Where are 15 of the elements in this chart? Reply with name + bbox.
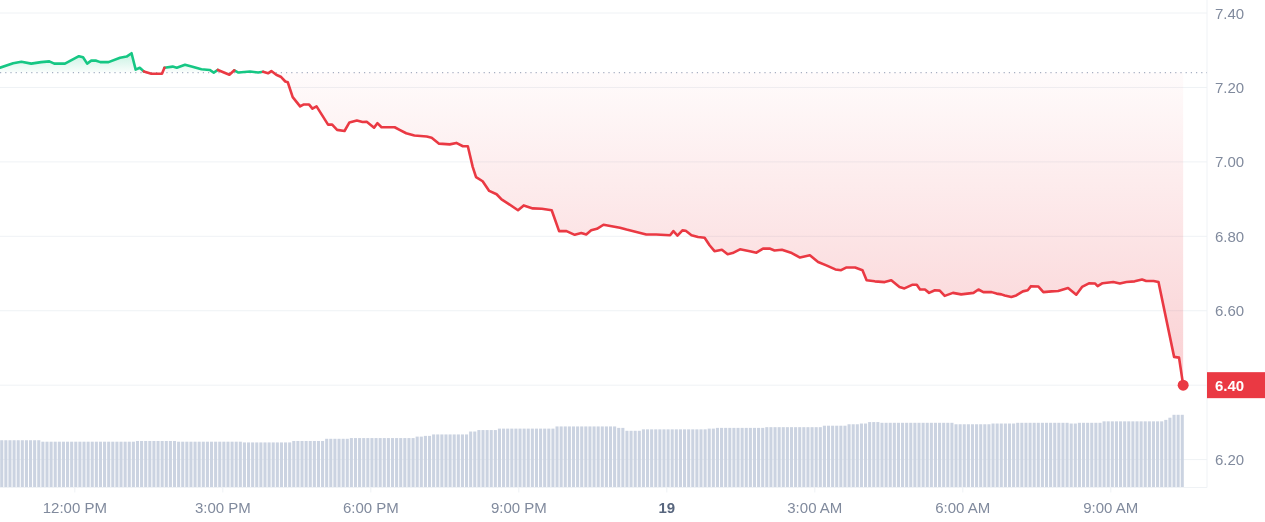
- y-tick-label: 7.20: [1215, 78, 1245, 96]
- x-tick-label: 9:00 AM: [1083, 498, 1139, 516]
- y-tick-label: 6.60: [1215, 302, 1245, 320]
- x-tick-label: 12:00 PM: [42, 498, 107, 516]
- y-tick-label: 7.00: [1215, 153, 1245, 171]
- x-tick-label: 6:00 AM: [935, 498, 991, 516]
- x-tick-label: 9:00 PM: [490, 498, 547, 516]
- x-tick-label: 19: [658, 498, 676, 516]
- y-tick-label: 6.40: [1215, 376, 1245, 394]
- y-tick-label: 6.80: [1215, 227, 1245, 245]
- y-tick-label: 7.40: [1215, 4, 1245, 22]
- x-tick-label: 6:00 PM: [342, 498, 399, 516]
- x-tick-label: 3:00 AM: [787, 498, 843, 516]
- x-tick-label: 3:00 PM: [194, 498, 251, 516]
- y-tick-label: 6.20: [1215, 451, 1245, 469]
